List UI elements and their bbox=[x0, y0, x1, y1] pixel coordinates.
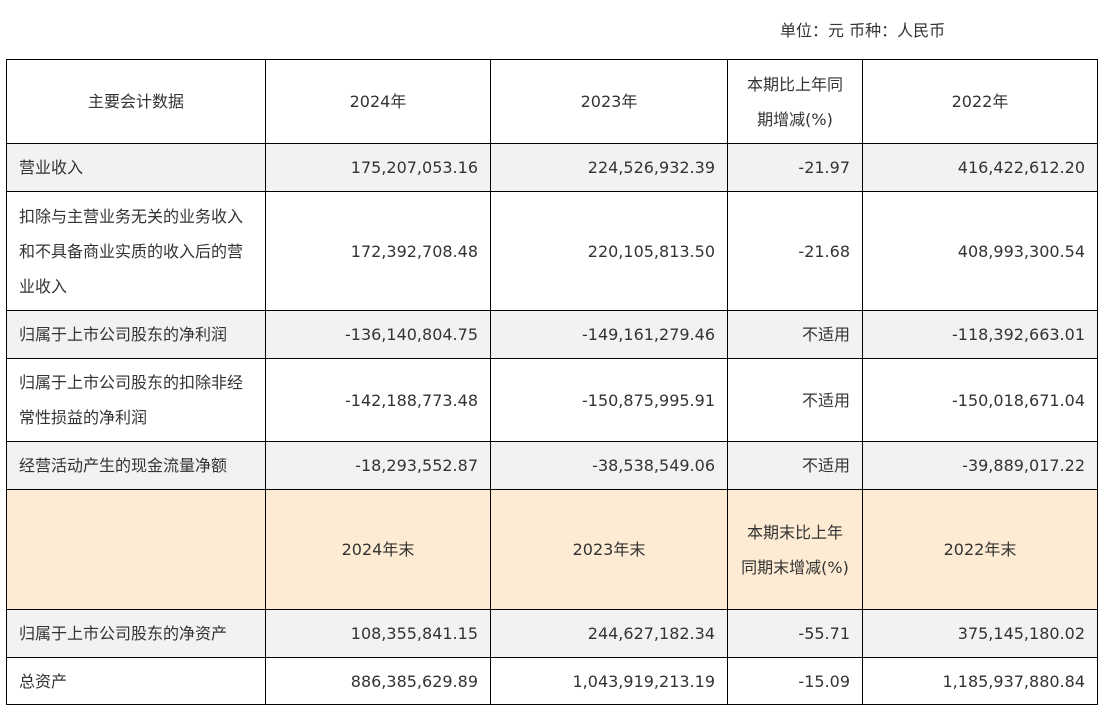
row-label: 归属于上市公司股东的净资产 bbox=[6, 609, 266, 658]
value-2022: 375,145,180.02 bbox=[862, 609, 1098, 658]
value-2024: 886,385,629.89 bbox=[265, 657, 491, 705]
value-2024: 172,392,708.48 bbox=[265, 191, 491, 311]
table-header-row: 主要会计数据 2024年 2023年 本期比上年同期增减(%) 2022年 bbox=[6, 59, 1098, 144]
table-row: 归属于上市公司股东的净资产 108,355,841.15 244,627,182… bbox=[6, 609, 1098, 658]
row-label: 归属于上市公司股东的扣除非经常性损益的净利润 bbox=[6, 358, 266, 442]
value-2024: -18,293,552.87 bbox=[265, 441, 491, 490]
value-change: -15.09 bbox=[727, 657, 863, 705]
row-label: 经营活动产生的现金流量净额 bbox=[6, 441, 266, 490]
header-main-data: 主要会计数据 bbox=[6, 59, 266, 144]
value-2022: -150,018,671.04 bbox=[862, 358, 1098, 442]
value-2024: 108,355,841.15 bbox=[265, 609, 491, 658]
value-change: 不适用 bbox=[727, 441, 863, 490]
subheader-2022-end: 2022年末 bbox=[862, 489, 1098, 610]
value-change: 不适用 bbox=[727, 310, 863, 359]
header-2022: 2022年 bbox=[862, 59, 1098, 144]
value-2022: 1,185,937,880.84 bbox=[862, 657, 1098, 705]
header-change: 本期比上年同期增减(%) bbox=[727, 59, 863, 144]
table-row: 归属于上市公司股东的扣除非经常性损益的净利润 -142,188,773.48 -… bbox=[6, 358, 1098, 442]
value-2024: -136,140,804.75 bbox=[265, 310, 491, 359]
value-2024: 175,207,053.16 bbox=[265, 143, 491, 192]
table-row: 营业收入 175,207,053.16 224,526,932.39 -21.9… bbox=[6, 143, 1098, 192]
table-row: 归属于上市公司股东的净利润 -136,140,804.75 -149,161,2… bbox=[6, 310, 1098, 359]
row-label: 扣除与主营业务无关的业务收入和不具备商业实质的收入后的营业收入 bbox=[6, 191, 266, 311]
value-2023: 1,043,919,213.19 bbox=[490, 657, 728, 705]
row-label: 营业收入 bbox=[6, 143, 266, 192]
value-2023: -38,538,549.06 bbox=[490, 441, 728, 490]
value-2023: -149,161,279.46 bbox=[490, 310, 728, 359]
value-change: 不适用 bbox=[727, 358, 863, 442]
value-change: -21.68 bbox=[727, 191, 863, 311]
value-2023: -150,875,995.91 bbox=[490, 358, 728, 442]
table-subheader-row: 2024年末 2023年末 本期末比上年同期末增减(%) 2022年末 bbox=[6, 489, 1098, 610]
header-2023: 2023年 bbox=[490, 59, 728, 144]
value-change: -21.97 bbox=[727, 143, 863, 192]
value-2022: -39,889,017.22 bbox=[862, 441, 1098, 490]
row-label: 归属于上市公司股东的净利润 bbox=[6, 310, 266, 359]
table-row: 总资产 886,385,629.89 1,043,919,213.19 -15.… bbox=[6, 657, 1098, 705]
value-2023: 220,105,813.50 bbox=[490, 191, 728, 311]
value-change: -55.71 bbox=[727, 609, 863, 658]
value-2023: 224,526,932.39 bbox=[490, 143, 728, 192]
value-2022: -118,392,663.01 bbox=[862, 310, 1098, 359]
subheader-change: 本期末比上年同期末增减(%) bbox=[727, 489, 863, 610]
subheader-blank bbox=[6, 489, 266, 610]
row-label: 总资产 bbox=[6, 657, 266, 705]
header-2024: 2024年 bbox=[265, 59, 491, 144]
value-2022: 408,993,300.54 bbox=[862, 191, 1098, 311]
currency-unit-note: 单位：元 币种：人民币 bbox=[780, 21, 946, 40]
value-2024: -142,188,773.48 bbox=[265, 358, 491, 442]
subheader-2024-end: 2024年末 bbox=[265, 489, 491, 610]
subheader-2023-end: 2023年末 bbox=[490, 489, 728, 610]
table-row: 经营活动产生的现金流量净额 -18,293,552.87 -38,538,549… bbox=[6, 441, 1098, 490]
table-row: 扣除与主营业务无关的业务收入和不具备商业实质的收入后的营业收入 172,392,… bbox=[6, 191, 1098, 311]
value-2023: 244,627,182.34 bbox=[490, 609, 728, 658]
value-2022: 416,422,612.20 bbox=[862, 143, 1098, 192]
financial-data-table: 主要会计数据 2024年 2023年 本期比上年同期增减(%) 2022年 营业… bbox=[6, 59, 1098, 705]
